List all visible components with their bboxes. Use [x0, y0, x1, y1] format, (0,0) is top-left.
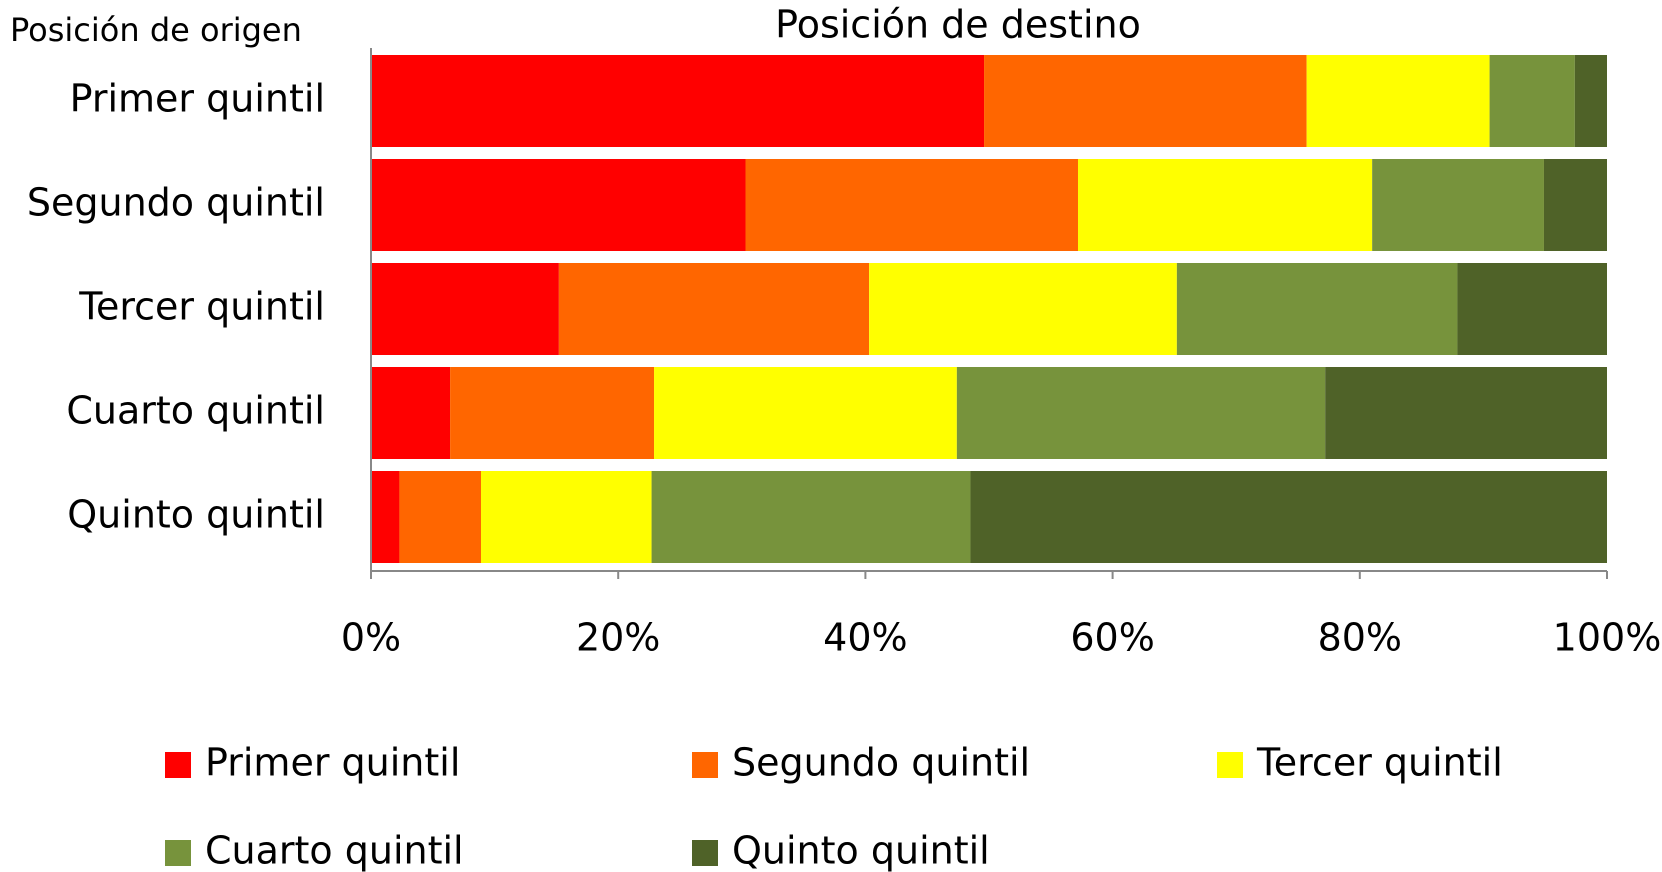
legend-label: Segundo quintil — [732, 741, 1030, 785]
bar-segment — [371, 55, 985, 147]
x-tick-label: 0% — [341, 616, 401, 660]
bar-segment — [1574, 55, 1607, 147]
bar-segment — [970, 471, 1607, 563]
y-tick-label: Tercer quintil — [78, 285, 325, 329]
y-tick-label: Primer quintil — [70, 77, 325, 121]
bar-segment — [1489, 55, 1575, 147]
y-tick-label: Segundo quintil — [27, 181, 325, 225]
y-tick-label: Quinto quintil — [67, 493, 325, 537]
legend-swatch — [165, 840, 191, 866]
x-tick-label: 40% — [823, 616, 907, 660]
bar-segment — [651, 471, 971, 563]
bar-segment — [956, 367, 1326, 459]
bar-segment — [371, 263, 559, 355]
bar-segment — [450, 367, 655, 459]
bar-segment — [1372, 159, 1544, 251]
bar-segment — [371, 471, 400, 563]
legend-label: Quinto quintil — [732, 829, 990, 872]
bar-segment — [399, 471, 482, 563]
x-tick-label: 60% — [1070, 616, 1154, 660]
bar-segment — [1306, 55, 1490, 147]
bar-segment — [1325, 367, 1607, 459]
bar-segment — [371, 159, 746, 251]
bar-segment — [481, 471, 652, 563]
bar-segment — [1457, 263, 1607, 355]
bar-segment — [371, 367, 451, 459]
y-tick-label: Cuarto quintil — [66, 389, 325, 433]
legend-label: Tercer quintil — [1256, 741, 1503, 785]
bar-segment — [1077, 159, 1373, 251]
legend-swatch — [692, 752, 718, 778]
legend-label: Primer quintil — [205, 741, 460, 785]
bar-segment — [745, 159, 1078, 251]
x-tick-label: 100% — [1553, 616, 1662, 660]
x-tick-label: 80% — [1318, 616, 1402, 660]
x-tick-label: 20% — [576, 616, 660, 660]
bar-segment — [1176, 263, 1458, 355]
chart-title: Posición de destino — [775, 3, 1141, 47]
legend-label: Cuarto quintil — [205, 829, 464, 872]
legend-swatch — [692, 840, 718, 866]
legend-swatch — [165, 752, 191, 778]
bar-segment — [558, 263, 870, 355]
bar-segment — [654, 367, 957, 459]
bar-segment — [869, 263, 1177, 355]
bar-segment — [984, 55, 1307, 147]
bar-segment — [1543, 159, 1607, 251]
legend-swatch — [1217, 752, 1243, 778]
y-axis-title: Posición de origen — [10, 11, 302, 49]
